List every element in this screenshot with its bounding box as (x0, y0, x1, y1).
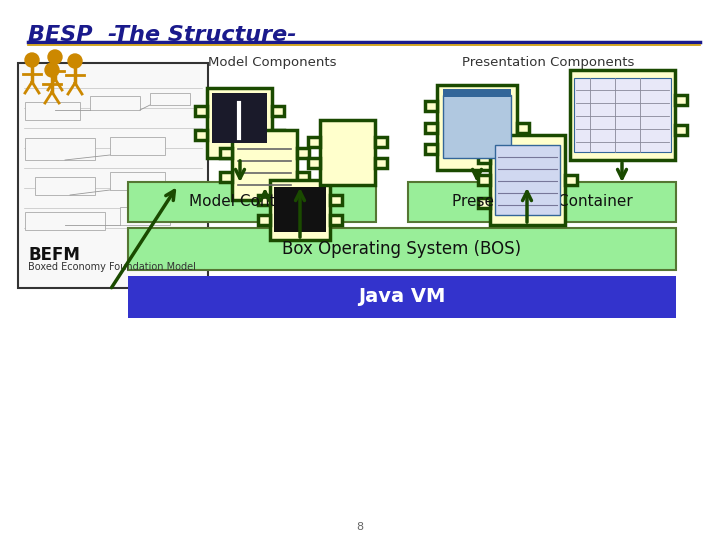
Bar (478, 175, 490, 185)
Text: Presentation Components: Presentation Components (462, 56, 634, 69)
Text: Box Operating System (BOS): Box Operating System (BOS) (282, 240, 521, 258)
Bar (128, 228, 676, 270)
Text: Presentation  Container: Presentation Container (451, 194, 632, 210)
Bar (495, 145, 560, 215)
Bar (272, 106, 284, 116)
Bar (110, 172, 165, 190)
Bar (574, 78, 671, 152)
Bar (490, 135, 565, 225)
Bar (120, 207, 170, 225)
Bar (128, 182, 376, 222)
Bar (408, 182, 676, 222)
Bar (220, 172, 232, 181)
Bar (330, 215, 342, 225)
Bar (25, 138, 95, 160)
Bar (232, 130, 297, 200)
Bar (675, 95, 687, 105)
Bar (150, 93, 190, 105)
Bar (308, 137, 320, 147)
Bar (437, 85, 517, 170)
Bar (274, 187, 326, 232)
Bar (570, 70, 675, 160)
Text: 8: 8 (356, 522, 364, 532)
Bar (478, 152, 490, 163)
Bar (375, 158, 387, 168)
Bar (195, 130, 207, 140)
Bar (297, 148, 309, 158)
Bar (90, 96, 140, 110)
Bar (35, 177, 95, 195)
Bar (18, 63, 208, 288)
Bar (297, 172, 309, 181)
Text: BESP  -The Structure-: BESP -The Structure- (28, 25, 297, 45)
Bar (443, 95, 511, 158)
Bar (258, 215, 270, 225)
Circle shape (48, 50, 62, 64)
Bar (128, 276, 676, 318)
Bar (272, 130, 284, 140)
Bar (207, 88, 272, 158)
Bar (25, 212, 105, 230)
Circle shape (25, 53, 39, 67)
Text: BEFM: BEFM (28, 246, 80, 264)
Bar (675, 125, 687, 135)
Bar (220, 148, 232, 158)
Bar (425, 123, 437, 132)
Circle shape (45, 63, 59, 77)
Bar (565, 175, 577, 185)
Circle shape (68, 54, 82, 68)
Bar (425, 102, 437, 111)
Bar (517, 123, 529, 132)
Bar (320, 120, 375, 185)
Bar (212, 93, 267, 143)
Bar (110, 137, 165, 155)
Text: Java VM: Java VM (359, 287, 446, 307)
Bar (443, 89, 511, 97)
Text: Boxed Economy Foundation Model: Boxed Economy Foundation Model (28, 262, 196, 272)
Bar (25, 102, 80, 120)
Text: Model Container: Model Container (189, 194, 315, 210)
Bar (478, 198, 490, 207)
Bar (425, 144, 437, 154)
Bar (195, 106, 207, 116)
Bar (258, 195, 270, 205)
Bar (375, 137, 387, 147)
Bar (330, 195, 342, 205)
Bar (270, 180, 330, 240)
Text: Model Components: Model Components (208, 56, 336, 69)
Bar (308, 158, 320, 168)
